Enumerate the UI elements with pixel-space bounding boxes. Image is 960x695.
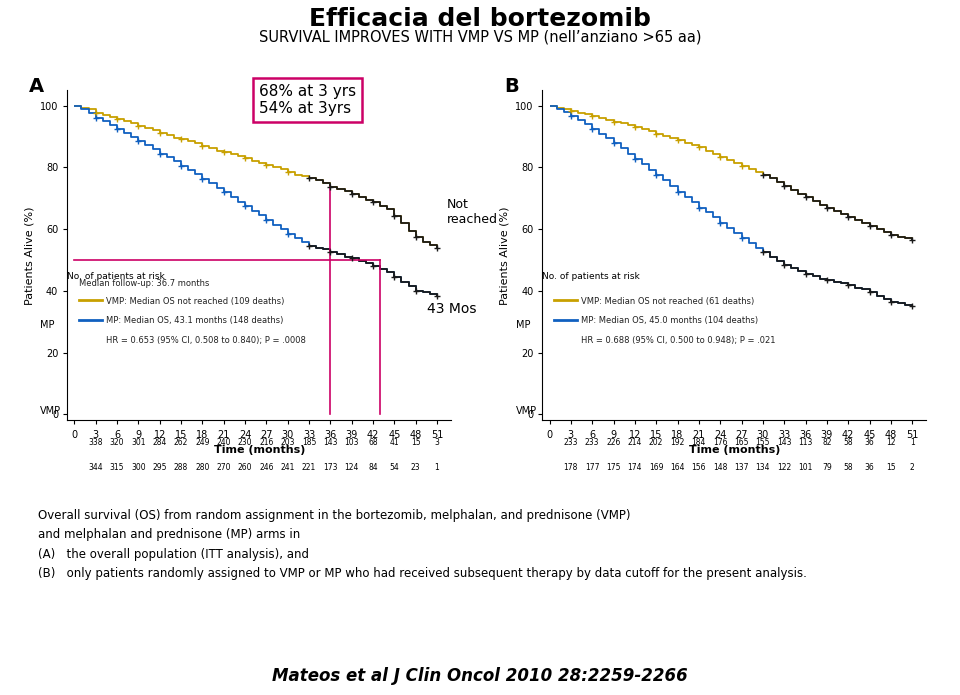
Text: 175: 175: [607, 463, 621, 472]
Text: MP: Median OS, 43.1 months (148 deaths): MP: Median OS, 43.1 months (148 deaths): [106, 316, 283, 325]
Text: 169: 169: [649, 463, 663, 472]
Text: Mateos et al J Clin Oncol 2010 28:2259-2266: Mateos et al J Clin Oncol 2010 28:2259-2…: [272, 667, 688, 685]
Text: MP: Median OS, 45.0 months (104 deaths): MP: Median OS, 45.0 months (104 deaths): [581, 316, 758, 325]
Text: 143: 143: [324, 439, 338, 448]
Text: VMP: VMP: [516, 406, 537, 416]
Text: 300: 300: [131, 463, 146, 472]
Text: HR = 0.688 (95% CI, 0.500 to 0.948); P = .021: HR = 0.688 (95% CI, 0.500 to 0.948); P =…: [581, 336, 776, 345]
Text: 124: 124: [345, 463, 359, 472]
Text: 79: 79: [822, 463, 831, 472]
Text: 262: 262: [174, 439, 188, 448]
Text: 246: 246: [259, 463, 274, 472]
Text: No. of patients at risk: No. of patients at risk: [67, 272, 165, 281]
Text: 301: 301: [132, 439, 146, 448]
Text: 214: 214: [628, 439, 642, 448]
Text: 202: 202: [649, 439, 663, 448]
Text: 173: 173: [324, 463, 338, 472]
Text: 36: 36: [865, 463, 875, 472]
Text: 68: 68: [369, 439, 378, 448]
Text: 216: 216: [259, 439, 274, 448]
Text: No. of patients at risk: No. of patients at risk: [542, 272, 640, 281]
Text: VMP: Median OS not reached (109 deaths): VMP: Median OS not reached (109 deaths): [106, 297, 284, 306]
Text: 174: 174: [628, 463, 642, 472]
Text: 1: 1: [910, 439, 915, 448]
Text: 185: 185: [301, 439, 316, 448]
Text: 203: 203: [280, 439, 295, 448]
X-axis label: Time (months): Time (months): [688, 445, 780, 455]
Text: 54: 54: [390, 463, 399, 472]
Text: 156: 156: [691, 463, 707, 472]
Text: MP: MP: [516, 320, 530, 330]
Text: 12: 12: [886, 439, 896, 448]
Text: 249: 249: [195, 439, 209, 448]
Text: 241: 241: [280, 463, 295, 472]
Text: A: A: [29, 77, 44, 96]
Text: VMP: Median OS not reached (61 deaths): VMP: Median OS not reached (61 deaths): [581, 297, 754, 306]
Text: (A)   the overall population (ITT analysis), and: (A) the overall population (ITT analysis…: [38, 548, 309, 561]
Text: SURVIVAL IMPROVES WITH VMP VS MP (nell’anziano >65 aa): SURVIVAL IMPROVES WITH VMP VS MP (nell’a…: [259, 29, 701, 44]
Text: 15: 15: [886, 463, 896, 472]
Text: 113: 113: [799, 439, 813, 448]
Text: 233: 233: [564, 439, 578, 448]
Text: 58: 58: [844, 439, 853, 448]
Text: 164: 164: [670, 463, 684, 472]
Text: 270: 270: [216, 463, 231, 472]
Text: 103: 103: [345, 439, 359, 448]
Text: Not
reached: Not reached: [446, 198, 497, 226]
Text: 148: 148: [713, 463, 728, 472]
Text: 134: 134: [756, 463, 770, 472]
Text: 155: 155: [756, 439, 770, 448]
Text: 230: 230: [238, 439, 252, 448]
Text: B: B: [504, 77, 518, 96]
X-axis label: Time (months): Time (months): [213, 445, 305, 455]
Text: 177: 177: [585, 463, 599, 472]
Text: 68% at 3 yrs
54% at 3yrs: 68% at 3 yrs 54% at 3yrs: [259, 83, 356, 116]
Text: 122: 122: [777, 463, 791, 472]
Text: Overall survival (OS) from random assignment in the bortezomib, melphalan, and p: Overall survival (OS) from random assign…: [38, 509, 631, 522]
Text: 226: 226: [607, 439, 621, 448]
Text: 295: 295: [153, 463, 167, 472]
Text: 165: 165: [734, 439, 749, 448]
Text: 15: 15: [411, 439, 420, 448]
Text: 176: 176: [713, 439, 728, 448]
Text: Efficacia del bortezomib: Efficacia del bortezomib: [309, 7, 651, 31]
Text: Median follow-up: 36.7 months: Median follow-up: 36.7 months: [79, 279, 209, 288]
Text: 184: 184: [691, 439, 706, 448]
Text: 84: 84: [369, 463, 378, 472]
Text: 233: 233: [585, 439, 599, 448]
Text: 280: 280: [195, 463, 209, 472]
Y-axis label: Patients Alive (%): Patients Alive (%): [24, 206, 35, 304]
Text: 101: 101: [799, 463, 813, 472]
Text: 338: 338: [88, 439, 103, 448]
Text: 36: 36: [865, 439, 875, 448]
Text: 288: 288: [174, 463, 188, 472]
Text: 41: 41: [390, 439, 399, 448]
Text: 315: 315: [109, 463, 124, 472]
Text: 320: 320: [109, 439, 124, 448]
Text: (B)   only patients randomly assigned to VMP or MP who had received subsequent t: (B) only patients randomly assigned to V…: [38, 567, 807, 580]
Text: 23: 23: [411, 463, 420, 472]
Text: 344: 344: [88, 463, 103, 472]
Text: 137: 137: [734, 463, 749, 472]
Text: 3: 3: [435, 439, 440, 448]
Text: 192: 192: [670, 439, 684, 448]
Text: 284: 284: [153, 439, 167, 448]
Y-axis label: Patients Alive (%): Patients Alive (%): [499, 206, 510, 304]
Text: and melphalan and prednisone (MP) arms in: and melphalan and prednisone (MP) arms i…: [38, 528, 300, 541]
Text: HR = 0.653 (95% CI, 0.508 to 0.840); P = .0008: HR = 0.653 (95% CI, 0.508 to 0.840); P =…: [106, 336, 305, 345]
Text: 240: 240: [216, 439, 231, 448]
Text: 43 Mos: 43 Mos: [427, 302, 477, 316]
Text: 221: 221: [301, 463, 316, 472]
Text: 260: 260: [238, 463, 252, 472]
Text: 143: 143: [777, 439, 791, 448]
Text: VMP: VMP: [40, 406, 61, 416]
Text: 178: 178: [564, 463, 578, 472]
Text: 82: 82: [822, 439, 831, 448]
Text: 58: 58: [844, 463, 853, 472]
Text: MP: MP: [40, 320, 55, 330]
Text: 2: 2: [910, 463, 915, 472]
Text: 1: 1: [435, 463, 440, 472]
